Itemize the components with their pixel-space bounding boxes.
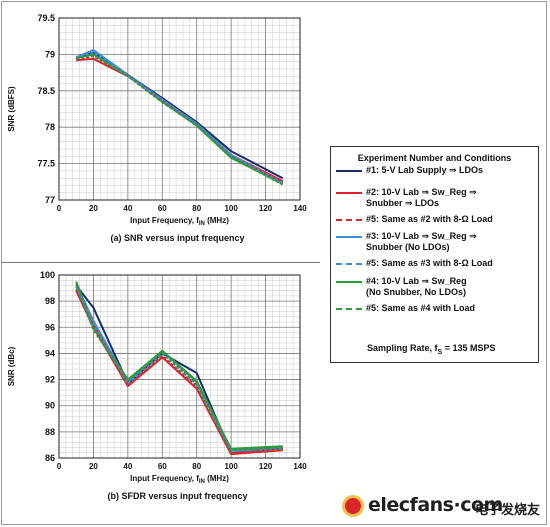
- y-tick-label: 100: [40, 270, 55, 280]
- x-axis-label-unit: (MHz): [205, 216, 229, 225]
- snr-chart: 77 77.5 78 78.5 79 79.5 0 20 40 60 80 100 120 140 Inpu…: [7, 13, 307, 243]
- x-axis-label-unit: (MHz): [205, 474, 229, 483]
- legend-label: #5: Same as #2 with 8-Ω Load: [366, 214, 493, 224]
- legend-footer-prefix: Sampling Rate, f: [367, 343, 438, 353]
- x-tick-label: 140: [293, 462, 307, 471]
- sfdr-chart: 86 88 90 92 94 96 98 100 0 20 40 60 80 100 120 140 Input…: [7, 270, 307, 501]
- legend-swatch: [336, 281, 362, 283]
- series-line: [75, 283, 283, 452]
- y-tick-label: 78: [45, 122, 55, 132]
- x-tick-label: 80: [192, 204, 201, 213]
- y-tick-label: 86: [45, 453, 55, 463]
- y-tick-label: 77: [45, 195, 55, 205]
- legend-swatch: [336, 263, 362, 265]
- x-tick-label: 40: [123, 204, 132, 213]
- y-tick-label: 98: [45, 296, 55, 306]
- watermark-cn-text: 电子发烧友: [475, 503, 541, 518]
- x-tick-label: 20: [89, 204, 98, 213]
- legend-swatch: [336, 236, 362, 238]
- x-axis-label-sub: IN: [199, 479, 205, 485]
- x-tick-label: 80: [192, 462, 201, 471]
- elecfans-logo-icon: [342, 495, 364, 517]
- legend-item: #5: Same as #2 with 8-Ω Load: [336, 214, 536, 240]
- x-axis-label: Input Frequency, fIN (MHz): [130, 216, 229, 227]
- legend-label: #5: Same as #3 with 8-Ω Load: [366, 258, 493, 268]
- x-tick-label: 100: [224, 462, 238, 471]
- plot-border: [58, 17, 301, 201]
- x-tick-label: 60: [158, 462, 167, 471]
- legend-item: #5: Same as #3 with 8-Ω Load: [336, 258, 536, 284]
- x-tick-label: 100: [224, 204, 238, 213]
- legend-swatch: [336, 308, 362, 310]
- x-tick-label: 140: [293, 204, 307, 213]
- legend-footer: Sampling Rate, fS = 135 MSPS: [367, 343, 495, 356]
- legend-item: #3: 10-V Lab ⇒ Sw_Reg ⇒ Snubber (No LDOs…: [336, 231, 536, 257]
- x-tick-label: 40: [123, 462, 132, 471]
- y-tick-label: 94: [45, 348, 55, 358]
- x-axis-label-main: Input Frequency, f: [130, 216, 199, 225]
- y-tick-label: 79.5: [37, 13, 55, 23]
- panel-divider: [2, 262, 320, 263]
- legend-swatch: [336, 192, 362, 194]
- legend-box: Experiment Number and Conditions #1: 5-V…: [330, 146, 539, 363]
- y-tick-label: 88: [45, 427, 55, 437]
- legend-label: #1: 5-V Lab Supply ⇒ LDOs: [366, 165, 484, 175]
- legend-item: #2: 10-V Lab ⇒ Sw_Reg ⇒ Snubber ⇒ LDOs: [336, 187, 536, 213]
- y-axis-label: SNR (dBFS): [7, 86, 16, 132]
- legend-item: #5: Same as #4 with Load: [336, 303, 536, 329]
- legend-footer-suffix: = 135 MSPS: [442, 343, 496, 353]
- legend-item: #1: 5-V Lab Supply ⇒ LDOs: [336, 165, 536, 191]
- x-tick-label: 20: [89, 462, 98, 471]
- x-tick-label: 120: [259, 204, 273, 213]
- legend-swatch: [336, 219, 362, 221]
- x-tick-label: 120: [259, 462, 273, 471]
- x-tick-label: 0: [57, 462, 62, 471]
- x-tick-label: 0: [57, 204, 62, 213]
- chart-caption: (b) SFDR versus input frequency: [107, 491, 247, 501]
- legend-label: #2: 10-V Lab ⇒ Sw_Reg ⇒ Snubber ⇒ LDOs: [366, 187, 477, 208]
- y-tick-label: 96: [45, 322, 55, 332]
- y-tick-label: 78.5: [37, 86, 55, 96]
- legend-swatch: [336, 170, 362, 172]
- y-axis-label: SNR (dBc): [7, 346, 16, 386]
- legend-label: #3: 10-V Lab ⇒ Sw_Reg ⇒ Snubber (No LDOs…: [366, 231, 477, 252]
- watermark-text: elecfans·com: [368, 494, 503, 516]
- y-tick-label: 79: [45, 49, 55, 59]
- series-line: [75, 54, 284, 186]
- y-tick-label: 77.5: [37, 159, 55, 169]
- legend-item: #4: 10-V Lab ⇒ Sw_Reg (No Snubber, No LD…: [336, 276, 536, 302]
- x-axis-label-main: Input Frequency, f: [130, 474, 199, 483]
- x-axis-label-sub: IN: [199, 221, 205, 227]
- plot-border: [58, 274, 301, 459]
- x-axis-label: Input Frequency, fIN (MHz): [130, 474, 229, 485]
- y-tick-label: 92: [45, 375, 55, 385]
- series-line: [75, 51, 284, 185]
- y-tick-label: 90: [45, 401, 55, 411]
- legend-title: Experiment Number and Conditions: [357, 153, 512, 163]
- legend-footer-sub: S: [437, 348, 443, 356]
- legend-label: #4: 10-V Lab ⇒ Sw_Reg (No Snubber, No LD…: [366, 276, 467, 297]
- chart-caption: (a) SNR versus input frequency: [110, 233, 244, 243]
- watermark: elecfans·com 电子发烧友: [340, 491, 546, 521]
- legend-label: #5: Same as #4 with Load: [366, 303, 476, 313]
- x-tick-label: 60: [158, 204, 167, 213]
